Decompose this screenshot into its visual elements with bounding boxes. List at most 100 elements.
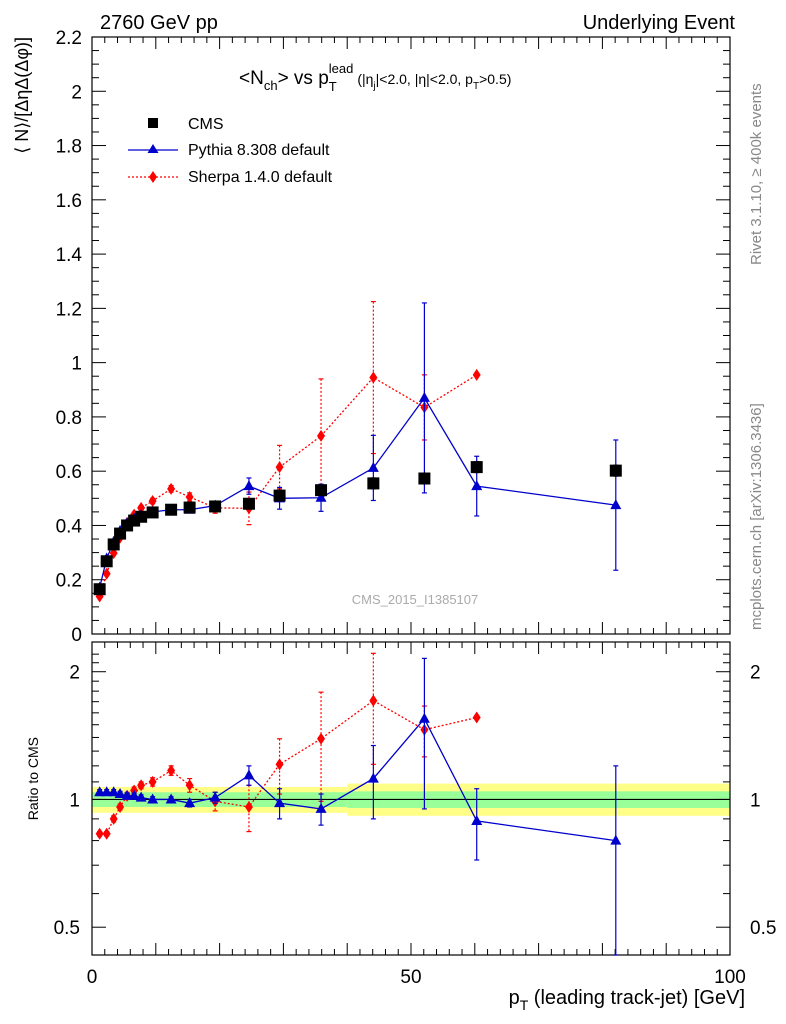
- xlabel-rest: (leading track-jet) [GeV]: [528, 987, 745, 1009]
- ratio-sherpa-point: [244, 800, 253, 813]
- ratio-pythia-point: [315, 802, 327, 813]
- cms-point: [470, 461, 483, 474]
- ratio-pythia-point: [94, 786, 106, 797]
- y-tick-label: 1.8: [56, 137, 82, 158]
- main-ylabel: ⟨ N⟩/[ΔηΔ(Δφ)]: [12, 37, 32, 154]
- ratio-sherpa-point: [137, 779, 146, 792]
- plot-title: <Nch> vs pTlead(|ηj|<2.0, |η|<2.0, pT>0.…: [239, 61, 511, 94]
- ratio-pythia-point: [135, 791, 147, 802]
- sherpa-point: [167, 482, 176, 495]
- ratio-panel: 0 50 100 0.5 0.5 1 1 2 2: [54, 641, 776, 988]
- pythia-point: [471, 480, 483, 491]
- ratio-y-tick-label-right: 0.5: [750, 918, 776, 939]
- cms-point: [165, 503, 178, 516]
- ratio-pythia-point: [121, 789, 133, 800]
- cms-point: [367, 477, 380, 490]
- ratio-y-tick-label: 2: [69, 663, 80, 684]
- ratio-sherpa-point: [148, 775, 157, 788]
- ratio-pythia-point: [184, 797, 196, 808]
- ratio-sherpa-point: [185, 779, 194, 792]
- ratio-pythia-line: [99, 717, 616, 842]
- pythia-point: [418, 391, 430, 402]
- y-tick-label: 0.2: [56, 571, 82, 592]
- y-tick-label: 0.6: [56, 462, 82, 483]
- header-right: Underlying Event: [583, 12, 736, 34]
- pythia-point: [315, 491, 327, 502]
- cms-point: [418, 472, 431, 485]
- rivet-label: Rivet 3.1.10, ≥ 400k events: [748, 83, 765, 265]
- header-left: 2760 GeV pp: [100, 12, 218, 34]
- legend-cms-label: CMS: [188, 116, 224, 133]
- x-tick-label: 50: [400, 967, 421, 988]
- cms-point: [183, 501, 196, 514]
- legend-sherpa-marker: [149, 171, 157, 183]
- ratio-sherpa-point: [472, 711, 481, 724]
- title-cuts2: |<2.0, |η|<2.0, p: [376, 71, 474, 87]
- ratio-pythia-point: [165, 793, 177, 804]
- legend: CMS Pythia 8.308 default Sherpa 1.4.0 de…: [128, 116, 333, 186]
- mcplots-label: mcplots.cern.ch [arXiv:1306.3436]: [748, 403, 765, 630]
- cms-point: [609, 464, 622, 477]
- ratio-sherpa-point: [102, 827, 111, 840]
- xlabel-sub: T: [520, 997, 529, 1013]
- ratio-sherpa-point: [95, 827, 104, 840]
- main-panel: 0 0.2 0.4 0.6 0.8 1 1.2 1.4 1.6 1.8 2 2.2: [56, 28, 731, 646]
- cms-point: [93, 583, 106, 596]
- y-tick-label: 1: [71, 354, 82, 375]
- ratio-pythia-point: [418, 712, 430, 723]
- legend-cms-marker: [148, 118, 158, 128]
- cms-point: [135, 510, 148, 523]
- ratio-y-tick-label: 1: [69, 790, 80, 811]
- cms-point: [100, 555, 113, 568]
- ratio-pythia-point: [367, 772, 379, 783]
- pythia-line: [99, 396, 616, 588]
- ratio-pythia-point: [128, 789, 140, 800]
- sherpa-point: [185, 490, 194, 503]
- legend-pythia-label: Pythia 8.308 default: [188, 142, 330, 159]
- ratio-pythia-point: [101, 786, 113, 797]
- ratio-ylabel: Ratio to CMS: [25, 737, 41, 820]
- ratio-sherpa-point: [116, 800, 125, 813]
- ratio-pythia-point: [209, 791, 221, 802]
- xlabel: pT (leading track-jet) [GeV]: [509, 987, 745, 1013]
- y-tick-label: 0: [71, 625, 82, 646]
- sherpa-point: [275, 461, 284, 474]
- y-tick-label: 1.4: [56, 245, 83, 266]
- legend-sherpa-label: Sherpa 1.4.0 default: [188, 169, 333, 186]
- title-cuts: (|η: [357, 71, 373, 87]
- ratio-y-tick-label-right: 1: [750, 790, 761, 811]
- ratio-pythia-point: [108, 786, 120, 797]
- y-tick-label: 1.6: [56, 191, 82, 212]
- title-p-sup: lead: [329, 61, 354, 76]
- y-tick-label: 0.8: [56, 408, 82, 429]
- ratio-pythia-point: [243, 769, 255, 780]
- ratio-pythia-point: [114, 788, 126, 799]
- sherpa-point: [102, 567, 111, 580]
- y-tick-label: 2.2: [56, 28, 82, 49]
- y-tick-label: 1.2: [56, 299, 82, 320]
- ratio-pythia-point: [147, 793, 159, 804]
- cms-point: [315, 484, 328, 497]
- cms-point: [146, 506, 159, 519]
- ratio-y-tick-label-right: 2: [750, 663, 761, 684]
- pythia-point: [367, 461, 379, 472]
- xlabel-p: p: [509, 987, 520, 1009]
- title-mid: > vs p: [278, 68, 329, 89]
- ratio-sherpa-point: [167, 764, 176, 777]
- cms-point: [273, 489, 286, 502]
- sherpa-point: [369, 371, 378, 384]
- ratio-pythia-point: [274, 797, 286, 808]
- title-cuts-sub: j: [372, 81, 375, 92]
- ratio-y-tick-label: 0.5: [54, 918, 80, 939]
- cms-point: [242, 497, 255, 510]
- cms-point: [107, 538, 120, 551]
- sherpa-point: [148, 495, 157, 508]
- ratio-pythia-point: [610, 834, 622, 845]
- ratio-sherpa-point: [317, 732, 326, 745]
- ratio-sherpa-point: [109, 812, 118, 825]
- cms-point: [209, 500, 222, 513]
- analysis-watermark: CMS_2015_I1385107: [352, 592, 479, 607]
- title-cuts-sub2: T: [473, 81, 479, 92]
- title-part: <N: [239, 68, 264, 89]
- ratio-sherpa-point: [369, 694, 378, 707]
